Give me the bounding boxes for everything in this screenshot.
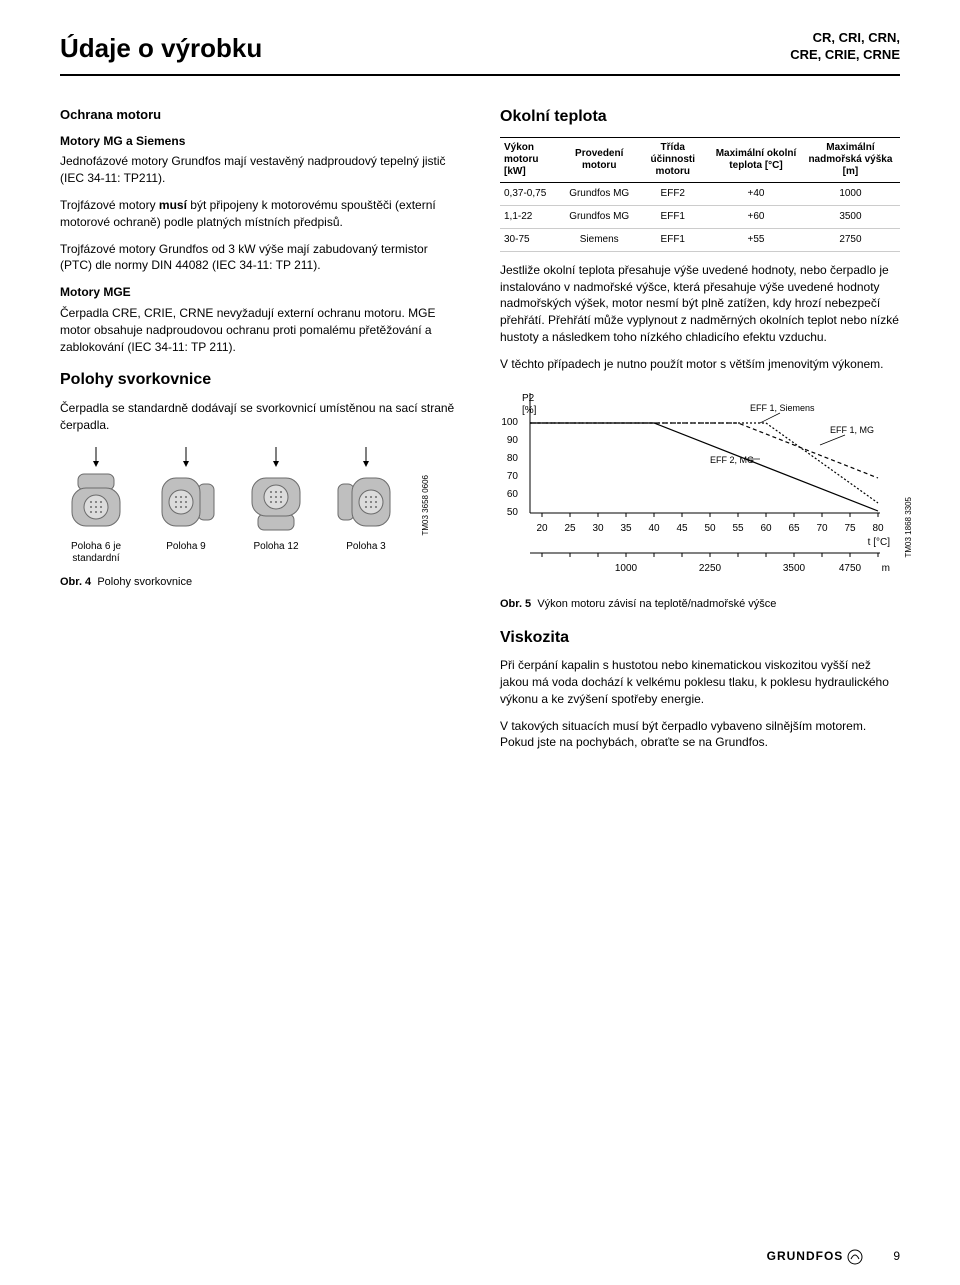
svg-text:m: m: [882, 563, 890, 574]
svg-text:4750: 4750: [839, 563, 862, 574]
terminal-box-icon: [150, 447, 222, 537]
svg-text:30: 30: [592, 523, 604, 534]
svg-text:70: 70: [816, 523, 828, 534]
svg-text:40: 40: [648, 523, 660, 534]
svg-text:25: 25: [564, 523, 576, 534]
heading-viscosity: Viskozita: [500, 627, 900, 649]
svg-text:60: 60: [760, 523, 772, 534]
table-row: 0,37-0,75 Grundfos MG EFF2 +40 1000: [500, 182, 900, 205]
svg-text:50: 50: [507, 507, 519, 518]
page-title: Údaje o výrobku: [60, 30, 262, 66]
terminal-box-caption: Poloha 3: [346, 541, 385, 553]
figure-5-caption: Obr. 5 Výkon motoru závisí na teplotě/na…: [500, 597, 900, 612]
heading-ambient-temp: Okolní teplota: [500, 106, 900, 128]
paragraph: Při čerpání kapalin s hustotou nebo kine…: [500, 657, 900, 707]
svg-text:55: 55: [732, 523, 744, 534]
paragraph: Čerpadla se standardně dodávají se svork…: [60, 400, 460, 434]
terminal-box-icon: [60, 447, 132, 537]
table-header: Výkon motoru [kW]: [500, 137, 564, 182]
svg-text:45: 45: [676, 523, 688, 534]
svg-text:1000: 1000: [615, 563, 638, 574]
table-header: Maximální nadmořská výška [m]: [801, 137, 900, 182]
svg-text:65: 65: [788, 523, 800, 534]
svg-text:EFF 1, MG: EFF 1, MG: [830, 425, 874, 435]
heading-terminal-positions: Polohy svorkovnice: [60, 369, 460, 391]
right-column: Okolní teplota Výkon motoru [kW] Provede…: [500, 106, 900, 761]
page-number: 9: [893, 1248, 900, 1265]
svg-text:EFF 2, MG: EFF 2, MG: [710, 455, 754, 465]
svg-text:20: 20: [536, 523, 548, 534]
paragraph: Trojfázové motory musí být připojeny k m…: [60, 197, 460, 231]
terminal-box-item: Poloha 6 je standardní: [60, 447, 132, 565]
brand-logo: GRUNDFOS: [767, 1248, 864, 1265]
terminal-box-icon: [330, 447, 402, 537]
paragraph: Trojfázové motory Grundfos od 3 kW výše …: [60, 241, 460, 275]
table-row: 1,1-22 Grundfos MG EFF1 +60 3500: [500, 205, 900, 228]
power-chart: P2 [%] 100 90 80 70 60 50 20 25 30 35 40 45: [500, 383, 900, 588]
header-product-codes: CR, CRI, CRN, CRE, CRIE, CRNE: [790, 30, 900, 64]
svg-text:90: 90: [507, 435, 519, 446]
terminal-box-item: Poloha 9: [150, 447, 222, 553]
subheading-mg-siemens: Motory MG a Siemens: [60, 133, 460, 150]
left-column: Ochrana motoru Motory MG a Siemens Jedno…: [60, 106, 460, 761]
svg-text:35: 35: [620, 523, 632, 534]
chart-ylabel-unit: [%]: [522, 405, 537, 416]
svg-text:80: 80: [507, 453, 519, 464]
terminal-box-item: Poloha 12: [240, 447, 312, 553]
svg-text:3500: 3500: [783, 563, 806, 574]
figure-4-caption: Obr. 4 Polohy svorkovnice: [60, 575, 460, 590]
svg-text:100: 100: [501, 417, 518, 428]
terminal-box-item: Poloha 3: [330, 447, 402, 553]
chart-ylabel-p2: P2: [522, 393, 535, 404]
paragraph: V těchto případech je nutno použít motor…: [500, 356, 900, 373]
terminal-box-caption: Poloha 6 je standardní: [60, 541, 132, 565]
figure-code: TM03 3658 0606: [420, 475, 431, 536]
paragraph: Čerpadla CRE, CRIE, CRNE nevyžadují exte…: [60, 305, 460, 355]
subheading-mge: Motory MGE: [60, 284, 460, 301]
paragraph: Jestliže okolní teplota přesahuje výše u…: [500, 262, 900, 346]
page-footer: GRUNDFOS 9: [60, 1248, 900, 1265]
table-header: Maximální okolní teplota [°C]: [711, 137, 801, 182]
svg-text:60: 60: [507, 489, 519, 500]
grundfos-icon: [847, 1249, 863, 1265]
svg-text:t [°C]: t [°C]: [868, 537, 891, 548]
svg-text:EFF 1, Siemens: EFF 1, Siemens: [750, 403, 815, 413]
svg-text:70: 70: [507, 471, 519, 482]
paragraph: V takových situacích musí být čerpadlo v…: [500, 718, 900, 752]
paragraph: Jednofázové motory Grundfos mají vestavě…: [60, 153, 460, 187]
table-row: 30-75 Siemens EFF1 +55 2750: [500, 228, 900, 251]
svg-text:75: 75: [844, 523, 856, 534]
terminal-box-caption: Poloha 9: [166, 541, 205, 553]
terminal-box-caption: Poloha 12: [253, 541, 298, 553]
svg-text:50: 50: [704, 523, 716, 534]
svg-text:80: 80: [872, 523, 884, 534]
table-header: Třída účinnosti motoru: [634, 137, 711, 182]
figure-code: TM03 1868 3305: [903, 497, 914, 558]
terminal-box-icon: [240, 447, 312, 537]
header: Údaje o výrobku CR, CRI, CRN, CRE, CRIE,…: [60, 30, 900, 76]
temperature-table: Výkon motoru [kW] Provedení motoru Třída…: [500, 137, 900, 252]
svg-text:2250: 2250: [699, 563, 722, 574]
figure-terminal-boxes: Poloha 6 je standardní: [60, 447, 460, 565]
table-header: Provedení motoru: [564, 137, 634, 182]
heading-motor-protection: Ochrana motoru: [60, 106, 460, 124]
